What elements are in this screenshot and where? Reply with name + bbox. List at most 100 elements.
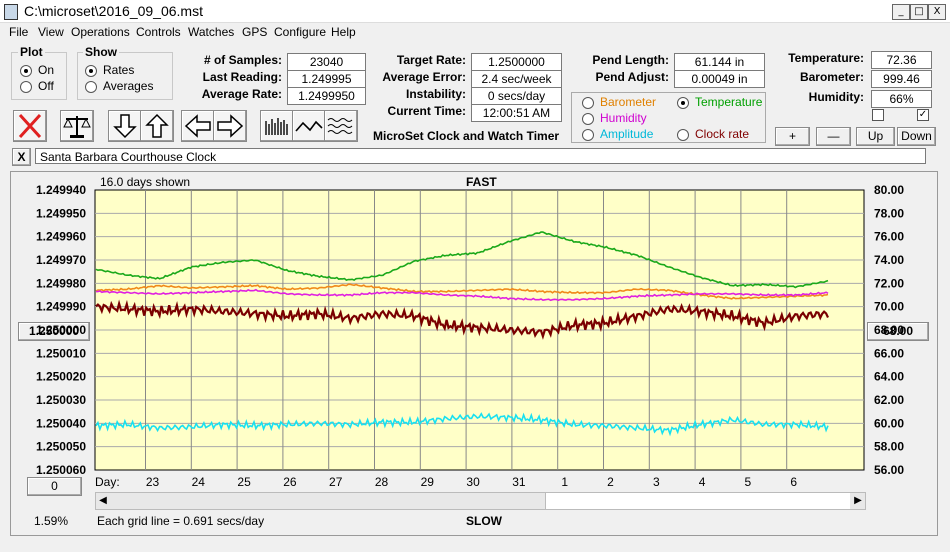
- sensor-amplitude-radio[interactable]: [582, 129, 594, 141]
- sensor-amplitude-label: Amplitude: [600, 127, 654, 141]
- average-error-label: Average Error:: [382, 70, 466, 84]
- days-shown-label: 16.0 days shown: [100, 175, 191, 189]
- arrow-up-icon: [145, 113, 169, 138]
- menu-configure[interactable]: Configure: [274, 25, 327, 39]
- move-up-button[interactable]: [140, 110, 174, 142]
- red-x-icon: [18, 113, 42, 139]
- show-rates-radio[interactable]: [85, 65, 97, 77]
- left-tick-label: 1.250020: [36, 370, 86, 384]
- day-tick-label: 31: [512, 475, 526, 489]
- plot-off-radio[interactable]: [20, 81, 32, 93]
- current-time-label: Current Time:: [387, 104, 466, 118]
- menu-controls[interactable]: Controls: [136, 25, 181, 39]
- sensor-barometer-radio[interactable]: [582, 97, 594, 109]
- app-icon: [4, 4, 18, 20]
- series-line-humidity: [96, 288, 829, 302]
- arrow-left-icon: [184, 114, 211, 138]
- menu-operations[interactable]: Operations: [71, 25, 130, 39]
- noise-view-button[interactable]: [324, 110, 358, 142]
- title-bar: C:\microset\2016_09_06.mst _ □ X: [0, 0, 950, 23]
- sensor-down-button[interactable]: Down: [897, 127, 936, 146]
- pend-adjust-field: 0.00049 in: [674, 70, 765, 88]
- day-tick-label: 5: [745, 475, 752, 489]
- right-tick-label: 58.00: [874, 440, 904, 454]
- right-tick-label: 72.00: [874, 276, 904, 290]
- right-tick-label: 66.00: [874, 346, 904, 360]
- option-checkbox-1[interactable]: [872, 109, 884, 121]
- current-time-field: 12:00:51 AM: [471, 104, 562, 122]
- sensor-humidity-radio[interactable]: [582, 113, 594, 125]
- temperature-label: Temperature:: [788, 51, 864, 65]
- close-window-button[interactable]: X: [928, 4, 946, 20]
- arrow-right-icon: [217, 114, 244, 138]
- sensor-temperature-radio[interactable]: [677, 97, 689, 109]
- stop-button[interactable]: [13, 110, 47, 142]
- series-line-clock-rate: [95, 299, 829, 340]
- left-tick-label: 1.249940: [36, 183, 86, 197]
- sensor-select-group: [571, 92, 766, 143]
- day-tick-label: 25: [237, 475, 251, 489]
- day-tick-label: 30: [466, 475, 480, 489]
- window-title: C:\microset\2016_09_06.mst: [24, 3, 203, 19]
- show-averages-radio[interactable]: [85, 81, 97, 93]
- sensor-humidity-label: Humidity: [600, 111, 647, 125]
- plot-on-radio[interactable]: [20, 65, 32, 77]
- move-down-button[interactable]: [108, 110, 142, 142]
- sensor-minus-button[interactable]: —: [816, 127, 851, 146]
- day-tick-label: 2: [607, 475, 614, 489]
- show-rates-label: Rates: [103, 63, 135, 77]
- line-view-button[interactable]: [292, 110, 326, 142]
- scroll-thumb[interactable]: [545, 493, 850, 509]
- arrow-down-icon: [113, 114, 137, 139]
- noise-lines-icon: [327, 118, 353, 134]
- right-tick-label: 76.00: [874, 230, 904, 244]
- bars-icon: [265, 118, 288, 135]
- scroll-right-arrow-icon[interactable]: ▶: [854, 495, 862, 506]
- right-tick-label: 62.00: [874, 393, 904, 407]
- left-tick-label: 1.250040: [36, 416, 86, 430]
- temperature-field: 72.36: [871, 51, 932, 69]
- menu-gps[interactable]: GPS: [242, 25, 268, 39]
- scroll-left-arrow-icon[interactable]: ◀: [99, 495, 107, 506]
- left-axis-center-button[interactable]: 1.250000: [18, 322, 90, 341]
- day-tick-label: 1: [561, 475, 568, 489]
- option-checkbox-2[interactable]: ✓: [917, 109, 929, 121]
- clock-name-field[interactable]: Santa Barbara Courthouse Clock: [35, 148, 926, 164]
- sensor-clock-rate-radio[interactable]: [677, 129, 689, 141]
- day-tick-label: 29: [421, 475, 435, 489]
- line-wave-icon: [295, 120, 323, 132]
- balance-button[interactable]: [60, 110, 94, 142]
- sensor-plus-button[interactable]: +: [775, 127, 810, 146]
- sensor-temperature-label: Temperature: [695, 95, 763, 109]
- series-line-barometer: [95, 283, 829, 300]
- maximize-button[interactable]: □: [910, 4, 928, 20]
- right-tick-label: 78.00: [874, 206, 904, 220]
- menu-file[interactable]: File: [9, 25, 29, 39]
- time-scrollbar[interactable]: ◀ ▶: [95, 492, 866, 510]
- left-tick-label: 1.249990: [36, 300, 86, 314]
- left-tick-label: 1.250030: [36, 393, 86, 407]
- right-tick-label: 68.00: [874, 323, 904, 337]
- left-tick-label: 1.249970: [36, 253, 86, 267]
- right-axis-center-button[interactable]: 68.00: [867, 322, 929, 341]
- right-tick-label: 80.00: [874, 183, 904, 197]
- menu-watches[interactable]: Watches: [188, 25, 235, 39]
- barometer-field: 999.46: [871, 70, 932, 88]
- left-tick-label: 1.249950: [36, 206, 86, 220]
- menu-help[interactable]: Help: [331, 25, 356, 39]
- target-rate-field: 1.2500000: [471, 53, 562, 71]
- scroll-zero-button[interactable]: 0: [27, 477, 82, 496]
- menu-view[interactable]: View: [38, 25, 64, 39]
- minimize-button[interactable]: _: [892, 4, 910, 20]
- move-right-button[interactable]: [213, 110, 247, 142]
- clear-clock-name-button[interactable]: X: [12, 148, 31, 166]
- last-reading-label: Last Reading:: [202, 70, 282, 84]
- sensor-up-button[interactable]: Up: [856, 127, 895, 146]
- day-tick-label: 26: [283, 475, 297, 489]
- balance-scale-icon: [63, 116, 91, 138]
- day-tick-label: 4: [699, 475, 706, 489]
- target-rate-label: Target Rate:: [396, 53, 466, 67]
- instability-label: Instability:: [405, 87, 466, 101]
- move-left-button[interactable]: [181, 110, 215, 142]
